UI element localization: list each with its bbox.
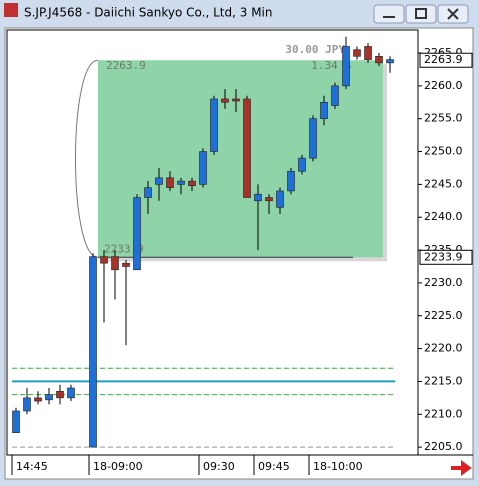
candle-body — [177, 180, 185, 185]
y-tick-label: 2250.0 — [424, 145, 463, 158]
y-tick-label: 2215.0 — [424, 374, 463, 387]
price-tag-label: 2263.9 — [424, 53, 463, 66]
x-tick-label: 14:45 — [16, 460, 48, 473]
x-tick-label: 09:45 — [258, 460, 290, 473]
candle-body — [298, 157, 306, 172]
scroll-arrow[interactable] — [451, 460, 472, 476]
candle-body — [276, 190, 284, 208]
minimize-button[interactable] — [373, 4, 405, 24]
candle-body — [166, 177, 174, 188]
candle-body — [122, 262, 130, 267]
candle-body — [342, 46, 350, 87]
candle-body — [232, 98, 240, 102]
candle-body — [23, 397, 31, 412]
candle-body — [265, 197, 273, 202]
candle-body — [12, 410, 20, 433]
candle-body — [111, 256, 119, 271]
price-tag-label: 2233.9 — [424, 250, 463, 263]
candle-body — [353, 49, 361, 57]
candle-body — [254, 193, 262, 202]
candle-body — [34, 397, 42, 402]
y-tick-label: 2240.0 — [424, 210, 463, 223]
y-tick-label: 2260.0 — [424, 79, 463, 92]
close-icon — [447, 8, 459, 20]
y-tick-label: 2225.0 — [424, 309, 463, 322]
candle-body — [364, 46, 372, 60]
box-change-label: 30.00 JPY — [285, 43, 345, 56]
candle-body — [56, 390, 64, 399]
app-icon — [4, 3, 18, 17]
candle-body — [199, 151, 207, 185]
y-tick-label: 2245.0 — [424, 177, 463, 190]
y-tick-label: 2205.0 — [424, 440, 463, 453]
candle-body — [210, 98, 218, 152]
candle-body — [386, 59, 394, 64]
price-tag — [419, 52, 473, 68]
price-tag — [419, 249, 473, 265]
range-bracket — [75, 59, 99, 258]
box-top-label: 2263.9 — [106, 59, 146, 72]
y-tick-label: 2210.0 — [424, 407, 463, 420]
x-tick-label: 18-10:00 — [313, 460, 363, 473]
y-tick-label: 2230.0 — [424, 276, 463, 289]
candle-body — [89, 256, 97, 448]
candle-body — [133, 197, 141, 271]
candle-body — [287, 170, 295, 192]
candle-body — [155, 177, 163, 185]
candle-body — [309, 118, 317, 159]
x-tick-label: 09:30 — [203, 460, 235, 473]
maximize-button[interactable] — [405, 4, 437, 24]
candle-body — [144, 187, 152, 198]
candle-body — [331, 85, 339, 106]
candle-body — [100, 256, 108, 264]
y-tick-label: 2255.0 — [424, 112, 463, 125]
maximize-icon — [415, 8, 427, 19]
candle-body — [243, 98, 251, 198]
candle-body — [221, 98, 229, 103]
candle-body — [188, 180, 196, 186]
candle-body — [320, 101, 328, 120]
window-title: S.JP.J4568 - Daiichi Sankyo Co., Ltd, 3 … — [24, 6, 273, 20]
candle-body — [375, 56, 383, 64]
x-tick-label: 18-09:00 — [93, 460, 143, 473]
box-percent-label: 1.34 % — [311, 59, 351, 72]
candle-body — [67, 387, 75, 399]
candle-body — [45, 394, 53, 401]
y-tick-label: 2220.0 — [424, 342, 463, 355]
